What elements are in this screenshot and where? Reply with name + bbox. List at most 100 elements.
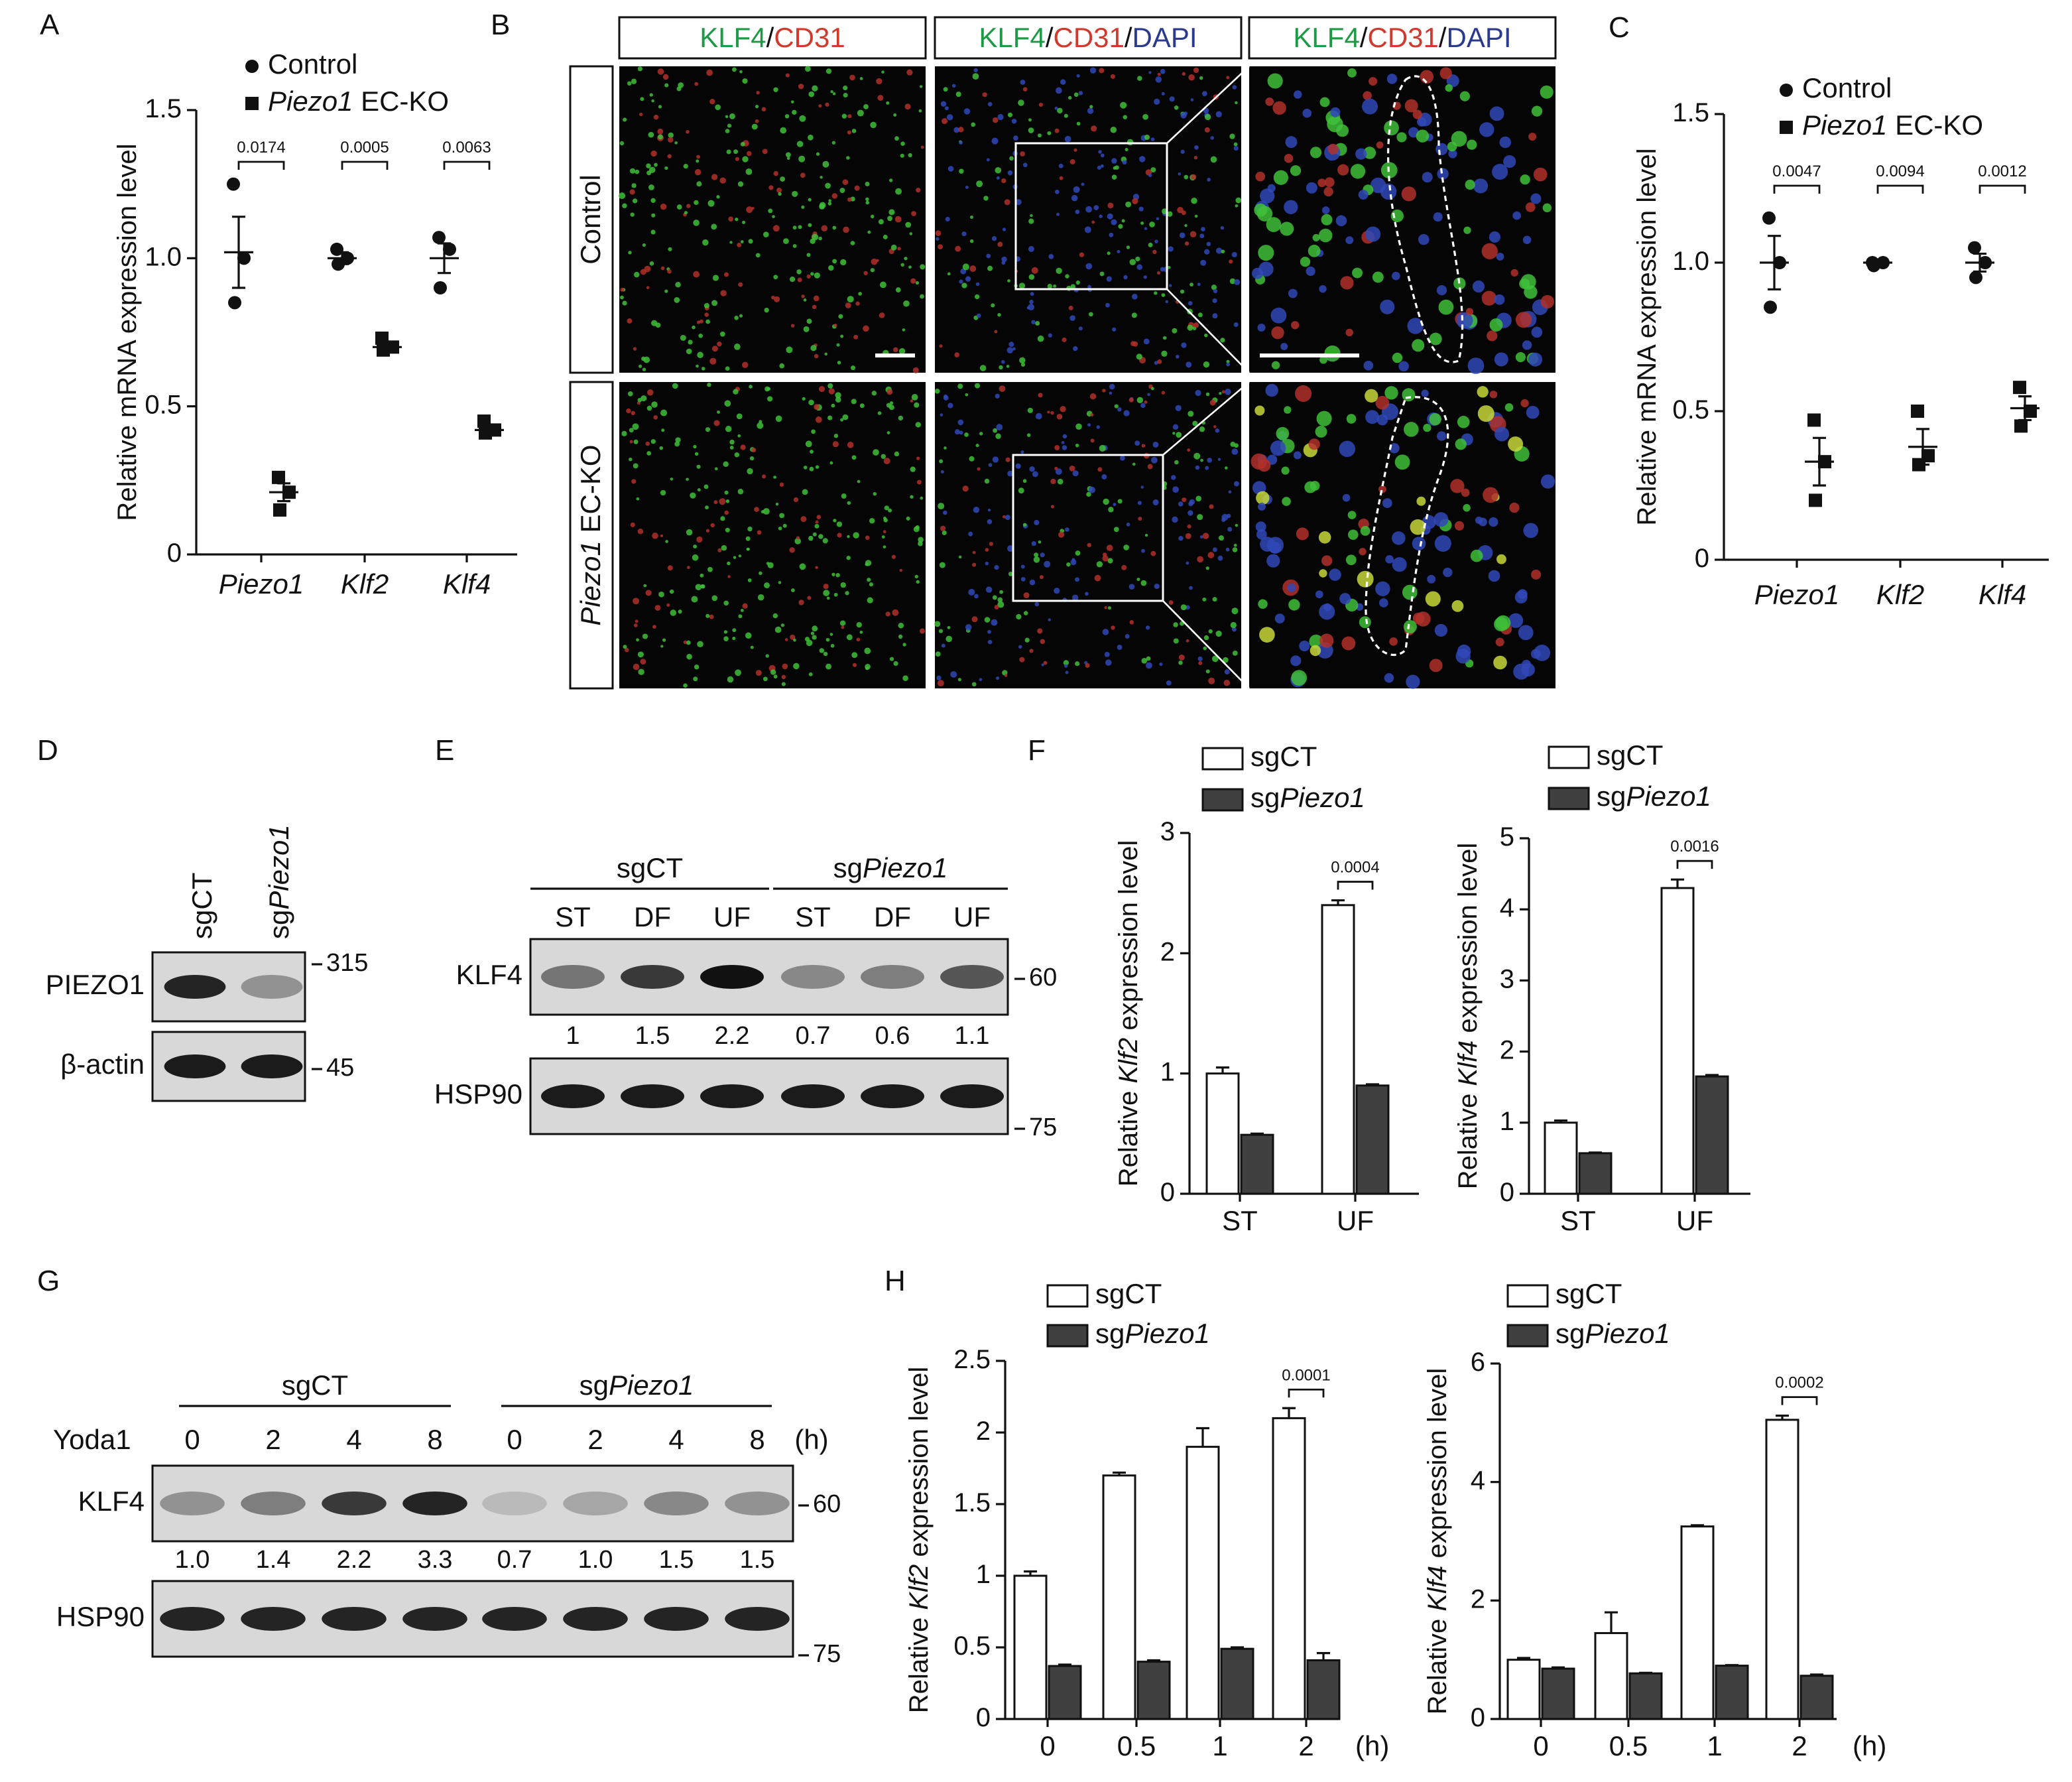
cell-signal <box>672 383 678 389</box>
cell-signal <box>894 216 902 223</box>
cell-signal <box>1306 182 1317 194</box>
cell-signal <box>1254 405 1265 416</box>
cell-signal <box>895 287 901 293</box>
text-segment: CD31 <box>1367 22 1438 53</box>
cell-signal <box>642 243 646 247</box>
cell-signal <box>1156 217 1160 221</box>
zoom-box <box>1014 142 1168 290</box>
cell-signal <box>1085 663 1090 668</box>
cell-signal <box>1199 76 1203 80</box>
cell-signal <box>1047 283 1052 289</box>
p-value: 0.0047 <box>1772 162 1821 180</box>
cell-signal <box>816 515 822 519</box>
cell-signal <box>633 663 640 670</box>
cell-signal <box>1186 639 1189 643</box>
cell-signal <box>1123 115 1128 119</box>
cell-signal <box>651 320 658 326</box>
cell-signal <box>1154 583 1160 590</box>
cell-signal <box>1517 589 1528 600</box>
text-segment: / <box>1125 22 1132 53</box>
cell-signal <box>633 623 638 627</box>
cell-signal <box>1178 654 1185 661</box>
cell-signal <box>786 346 793 353</box>
cell-signal <box>989 542 993 546</box>
column-header-box <box>1248 16 1557 60</box>
cell-signal <box>819 203 825 210</box>
band <box>861 1084 924 1108</box>
cell-signal <box>1062 337 1067 342</box>
cell-signal <box>785 73 790 78</box>
cell-signal <box>1375 581 1390 597</box>
cell-signal <box>1295 385 1312 403</box>
cell-signal <box>1146 662 1152 669</box>
text-segment: 60 <box>813 1490 841 1518</box>
text-segment: 8 <box>427 1424 442 1455</box>
text-segment: Relative <box>1114 1084 1143 1187</box>
cell-signal <box>1037 133 1042 138</box>
text-segment: 0.0016 <box>1670 838 1719 856</box>
cell-signal <box>1363 147 1376 159</box>
cell-signal <box>969 239 974 243</box>
cell-signal <box>870 268 875 273</box>
cell-signal <box>824 352 827 356</box>
cell-signal <box>800 172 806 178</box>
text-segment: 0.0004 <box>1331 859 1379 877</box>
cell-signal <box>1107 558 1113 564</box>
cell-signal <box>995 166 1002 174</box>
cell-signal <box>1144 533 1148 537</box>
cell-signal <box>792 244 797 248</box>
cell-signal <box>1231 607 1239 615</box>
cell-signal <box>863 103 869 109</box>
text-segment: EC-KO <box>1887 109 1983 141</box>
text-segment: EC-KO <box>353 86 449 117</box>
cell-signal <box>995 433 1001 439</box>
cell-signal <box>1315 590 1323 599</box>
cell-signal <box>1205 466 1209 470</box>
cell-signal <box>1156 271 1161 275</box>
cell-signal <box>1267 537 1284 554</box>
cell-signal <box>1189 283 1193 286</box>
cell-signal <box>1138 206 1144 212</box>
cell-signal <box>935 230 942 236</box>
cell-signal <box>1136 578 1140 582</box>
cell-signal <box>984 478 990 484</box>
lane-label: 0 <box>507 1424 522 1455</box>
cell-signal <box>1032 471 1038 477</box>
cell-signal <box>951 84 956 88</box>
cell-signal <box>1218 535 1224 541</box>
cell-signal <box>892 609 899 616</box>
cell-signal <box>865 200 870 205</box>
cell-signal <box>1416 129 1430 143</box>
cell-signal <box>1059 176 1064 180</box>
cell-signal <box>1085 206 1093 213</box>
column-header-box <box>618 16 927 60</box>
cell-signal <box>1194 145 1199 150</box>
cell-signal <box>694 665 700 670</box>
cell-signal <box>1308 245 1321 257</box>
cell-signal <box>725 527 730 533</box>
text-segment: 1 <box>1160 1057 1175 1086</box>
cell-signal <box>1050 505 1054 509</box>
cell-signal <box>835 392 841 399</box>
cell-signal <box>1287 583 1296 592</box>
cell-signal <box>733 556 737 559</box>
y-tick-label: 0 <box>1160 1178 1175 1207</box>
cell-signal <box>1117 499 1123 504</box>
text-segment: Relative <box>1453 1086 1483 1190</box>
cell-signal <box>1336 124 1349 137</box>
cell-signal <box>798 155 806 162</box>
cell-signal <box>847 197 852 202</box>
cell-signal <box>1119 455 1125 461</box>
cell-signal <box>955 92 961 97</box>
cell-signal <box>1350 164 1366 179</box>
cell-signal <box>871 391 877 396</box>
cell-signal <box>755 670 762 676</box>
cell-signal <box>638 668 644 675</box>
text-segment: 1.5 <box>659 1546 694 1574</box>
bar <box>1186 1446 1220 1720</box>
cell-signal <box>1235 523 1239 527</box>
cell-signal <box>965 624 972 631</box>
cell-signal <box>711 595 718 602</box>
cell-signal <box>972 550 976 554</box>
text-segment: UF <box>1337 1205 1374 1236</box>
